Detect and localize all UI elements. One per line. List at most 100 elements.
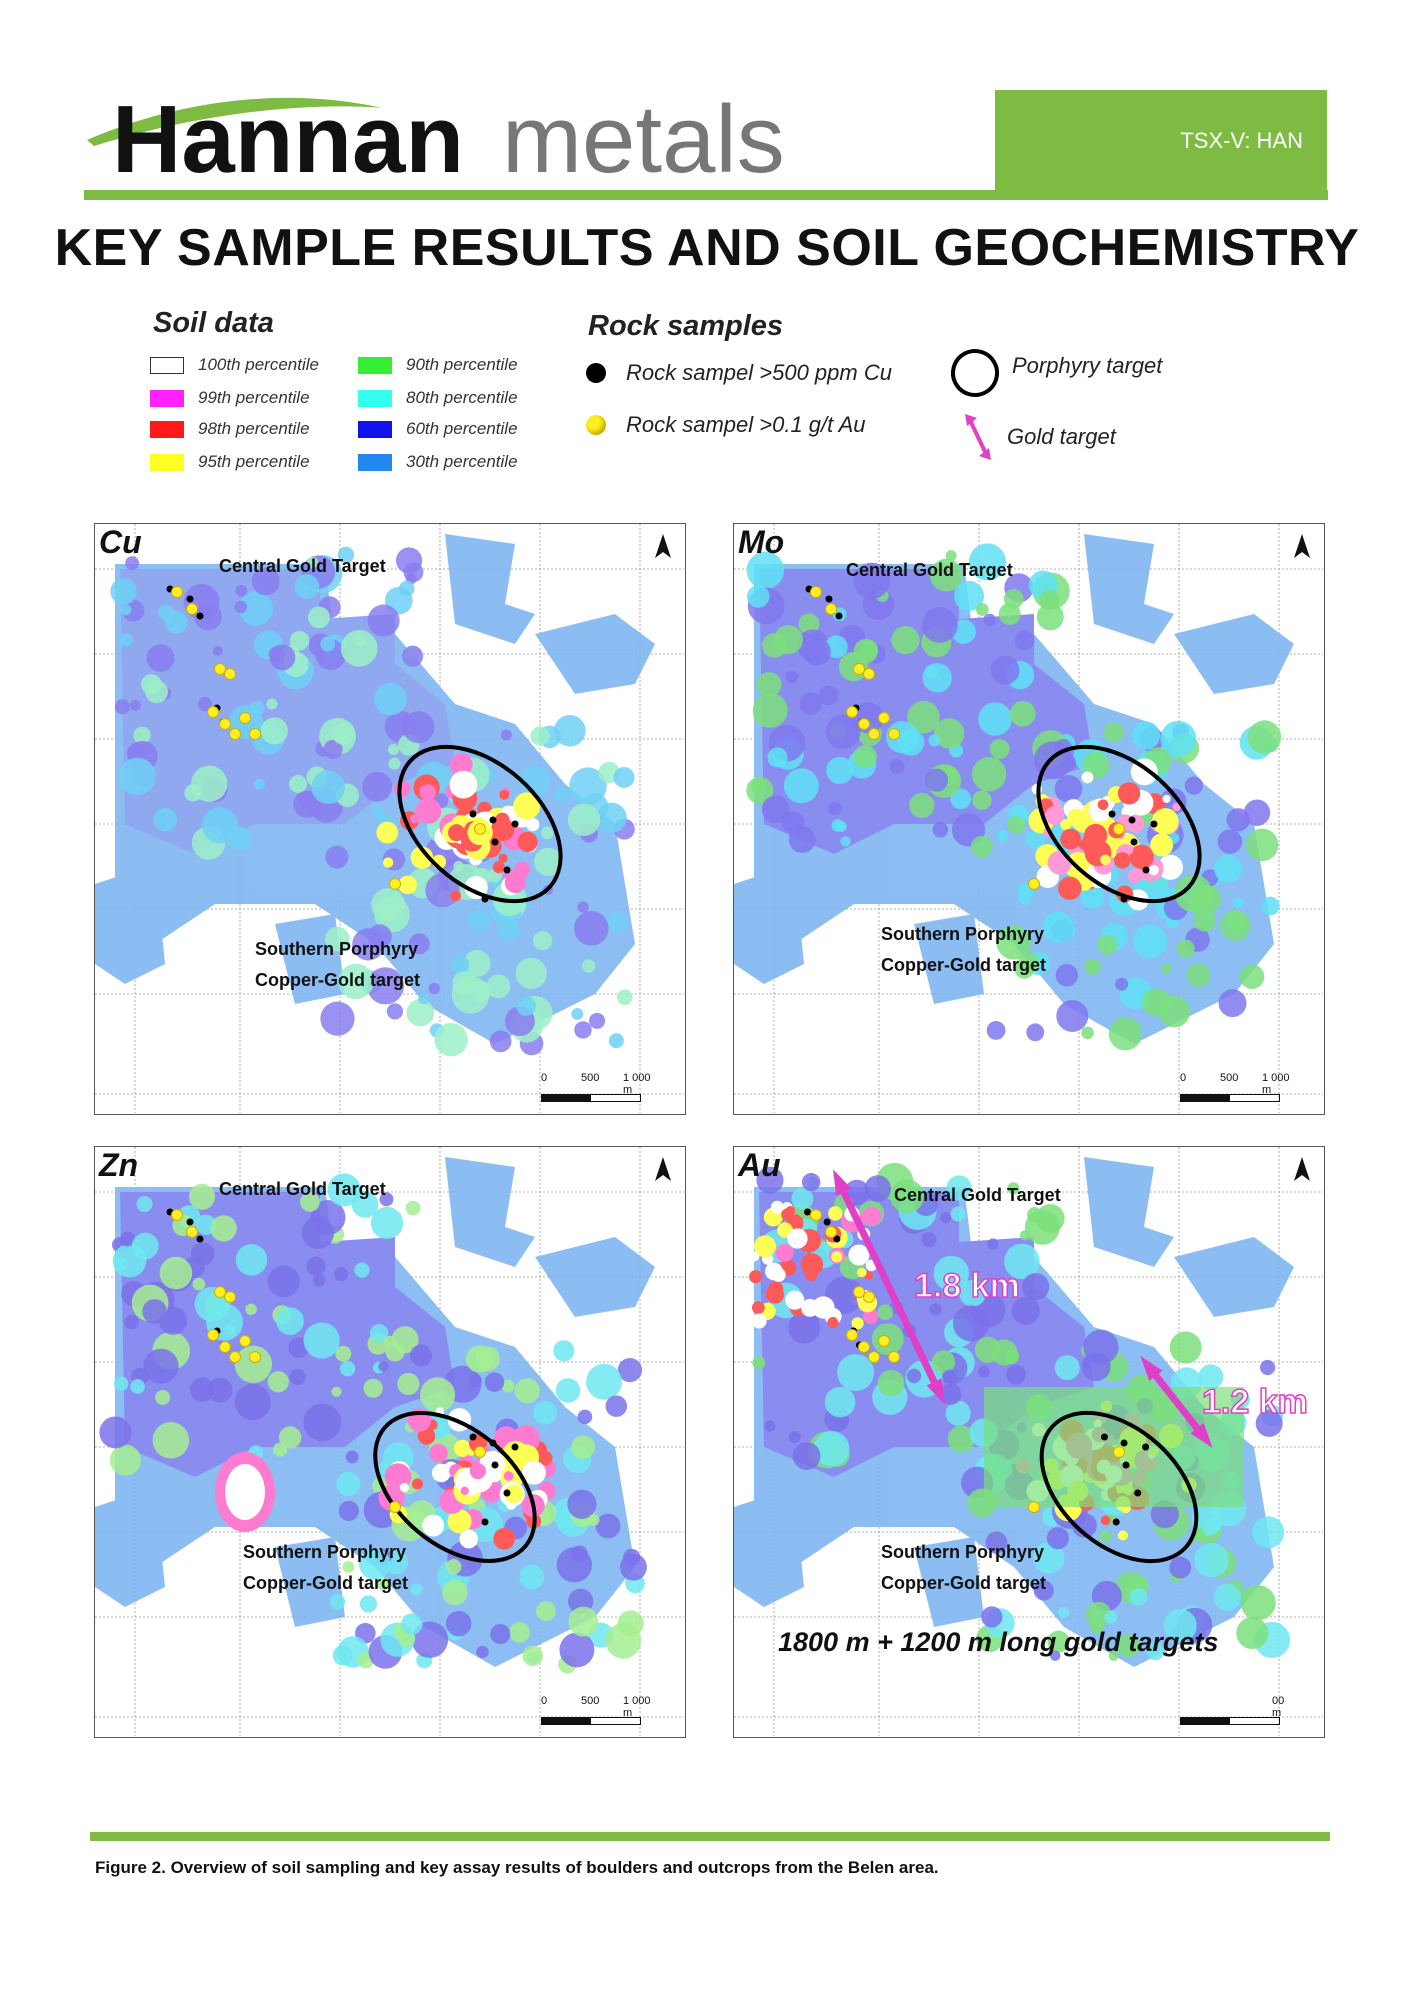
color-swatch: [150, 356, 184, 374]
rock-sample-au: [1113, 1446, 1125, 1458]
rock-sample-cu: [489, 1439, 497, 1447]
north-arrow-icon: [653, 532, 673, 560]
header-divider: [84, 190, 1328, 200]
central-gold-target-label: Central Gold Target: [219, 1179, 386, 1199]
rock-sample-au: [207, 1329, 219, 1341]
mo-map-panel: Mo Central Gold Target Southern Porphyry Co…: [733, 523, 1325, 1115]
rock-sample-cu: [503, 1489, 511, 1497]
rock-sample-au: [868, 728, 880, 740]
rock-sample-au: [224, 1291, 236, 1303]
soil-legend-item: 30th percentile: [358, 452, 518, 472]
color-swatch: [150, 453, 184, 471]
rock-sample-au: [474, 1446, 486, 1458]
soil-map: [95, 524, 684, 1113]
rock-sample-au: [810, 1209, 822, 1221]
rock-sample-au: [1028, 1501, 1040, 1513]
soil-map: [734, 1147, 1323, 1736]
rock-sample-au: [846, 706, 858, 718]
rock-sample-au: [219, 1341, 231, 1353]
soil-legend-label: 100th percentile: [198, 355, 319, 374]
soil-legend-label: 30th percentile: [406, 452, 518, 471]
au-map-panel: Au Central Gold Target Southern Porphyry Co…: [733, 1146, 1325, 1738]
rock-legend-au: Rock sampel >0.1 g/t Au: [586, 412, 865, 438]
color-swatch: [358, 356, 392, 374]
rock-sample-au: [858, 1341, 870, 1353]
rock-sample-cu: [823, 1218, 831, 1226]
central-gold-target-label: Central Gold Target: [219, 556, 386, 576]
scale-label: 0: [1180, 1072, 1187, 1084]
north-arrow-icon: [1292, 532, 1312, 560]
rock-sample-cu: [481, 1518, 489, 1526]
panel-element-label: Zn: [99, 1147, 139, 1183]
rock-sample-au: [229, 1351, 241, 1363]
rock-sample-cu: [1150, 820, 1158, 828]
central-gold-target-label: Central Gold Target: [846, 560, 1013, 580]
rock-sample-cu: [469, 810, 477, 818]
color-swatch: [358, 453, 392, 471]
rock-sample-au: [224, 668, 236, 680]
rock-sample-au: [878, 1335, 890, 1347]
rock-sample-cu: [833, 1235, 841, 1243]
southern-porphyry-line-2: Copper-Gold target: [881, 1573, 1046, 1593]
scale-label: 500: [581, 1695, 600, 1707]
logo-text-light: metals: [502, 86, 785, 190]
rock-sample-cu: [804, 1208, 811, 1216]
scale-label: 00 m: [1272, 1695, 1285, 1719]
scale-label: 1 000 m: [623, 1072, 651, 1096]
rock-sample-au: [171, 586, 183, 598]
rock-sample-au: [219, 718, 231, 730]
central-gold-target-label: Central Gold Target: [894, 1185, 1061, 1205]
scale-bar: 00 m: [1180, 1695, 1290, 1725]
rock-sample-cu: [835, 612, 843, 620]
rock-sample-au: [863, 668, 875, 680]
rock-sample-cu: [511, 820, 519, 828]
southern-porphyry-line-2: Copper-Gold target: [255, 970, 420, 990]
scale-bar: 0 500 1 000 m: [541, 1695, 651, 1725]
rock-sample-au: [888, 728, 900, 740]
soil-legend-heading: Soil data: [153, 307, 274, 339]
scale-bar: 0 500 1 000 m: [541, 1072, 651, 1102]
soil-legend-item: 99th percentile: [150, 388, 310, 408]
rock-sample-au: [229, 728, 241, 740]
rock-sample-au: [888, 1351, 900, 1363]
scale-label: 500: [1220, 1072, 1239, 1084]
color-swatch: [358, 420, 392, 438]
southern-porphyry-line-1: Southern Porphyry: [881, 1542, 1045, 1562]
rock-sample-au: [239, 712, 251, 724]
southern-porphyry-label: Southern Porphyry Copper-Gold target: [881, 1537, 1046, 1599]
rock-sample-cu: [825, 595, 833, 603]
rock-sample-au: [1113, 823, 1125, 835]
color-swatch: [150, 420, 184, 438]
porphyry-target-ellipse: [1036, 744, 1202, 904]
rock-sample-cu: [1100, 1433, 1108, 1441]
scale-label: 0: [541, 1695, 548, 1707]
rock-sample-au: [858, 718, 870, 730]
southern-porphyry-label: Southern Porphyry Copper-Gold target: [243, 1537, 408, 1599]
logo-text-bold: Hannan: [112, 86, 464, 190]
southern-porphyry-line-2: Copper-Gold target: [243, 1573, 408, 1593]
ellipse-icon: [951, 349, 999, 397]
soil-legend-item: 90th percentile: [358, 355, 518, 375]
rock-sample-au: [1028, 878, 1040, 890]
southern-porphyry-line-1: Southern Porphyry: [243, 1542, 407, 1562]
soil-legend-item: 100th percentile: [150, 355, 319, 375]
soil-map: [95, 1147, 684, 1736]
rock-sample-cu: [1134, 1489, 1142, 1497]
rock-sample-au: [474, 823, 486, 835]
southern-porphyry-label: Southern Porphyry Copper-Gold target: [255, 934, 420, 996]
rock-sample-au: [186, 1226, 198, 1238]
rock-sample-au: [389, 1501, 401, 1513]
footer-divider: [90, 1832, 1330, 1841]
rock-sample-cu: [491, 838, 499, 846]
rock-sample-cu: [1130, 838, 1138, 846]
porphyry-legend: Porphyry target: [950, 348, 1162, 398]
panel-element-label: Au: [738, 1147, 781, 1183]
rock-sample-cu: [186, 595, 194, 603]
scale-bar-graphic: [1180, 1094, 1280, 1102]
soil-legend-label: 90th percentile: [406, 355, 518, 374]
panel-element-label: Cu: [99, 524, 142, 560]
rock-sample-cu: [196, 612, 204, 620]
rock-sample-au: [846, 1329, 858, 1341]
company-logo: Hannan metals: [82, 80, 862, 193]
rock-sample-cu: [489, 816, 497, 824]
